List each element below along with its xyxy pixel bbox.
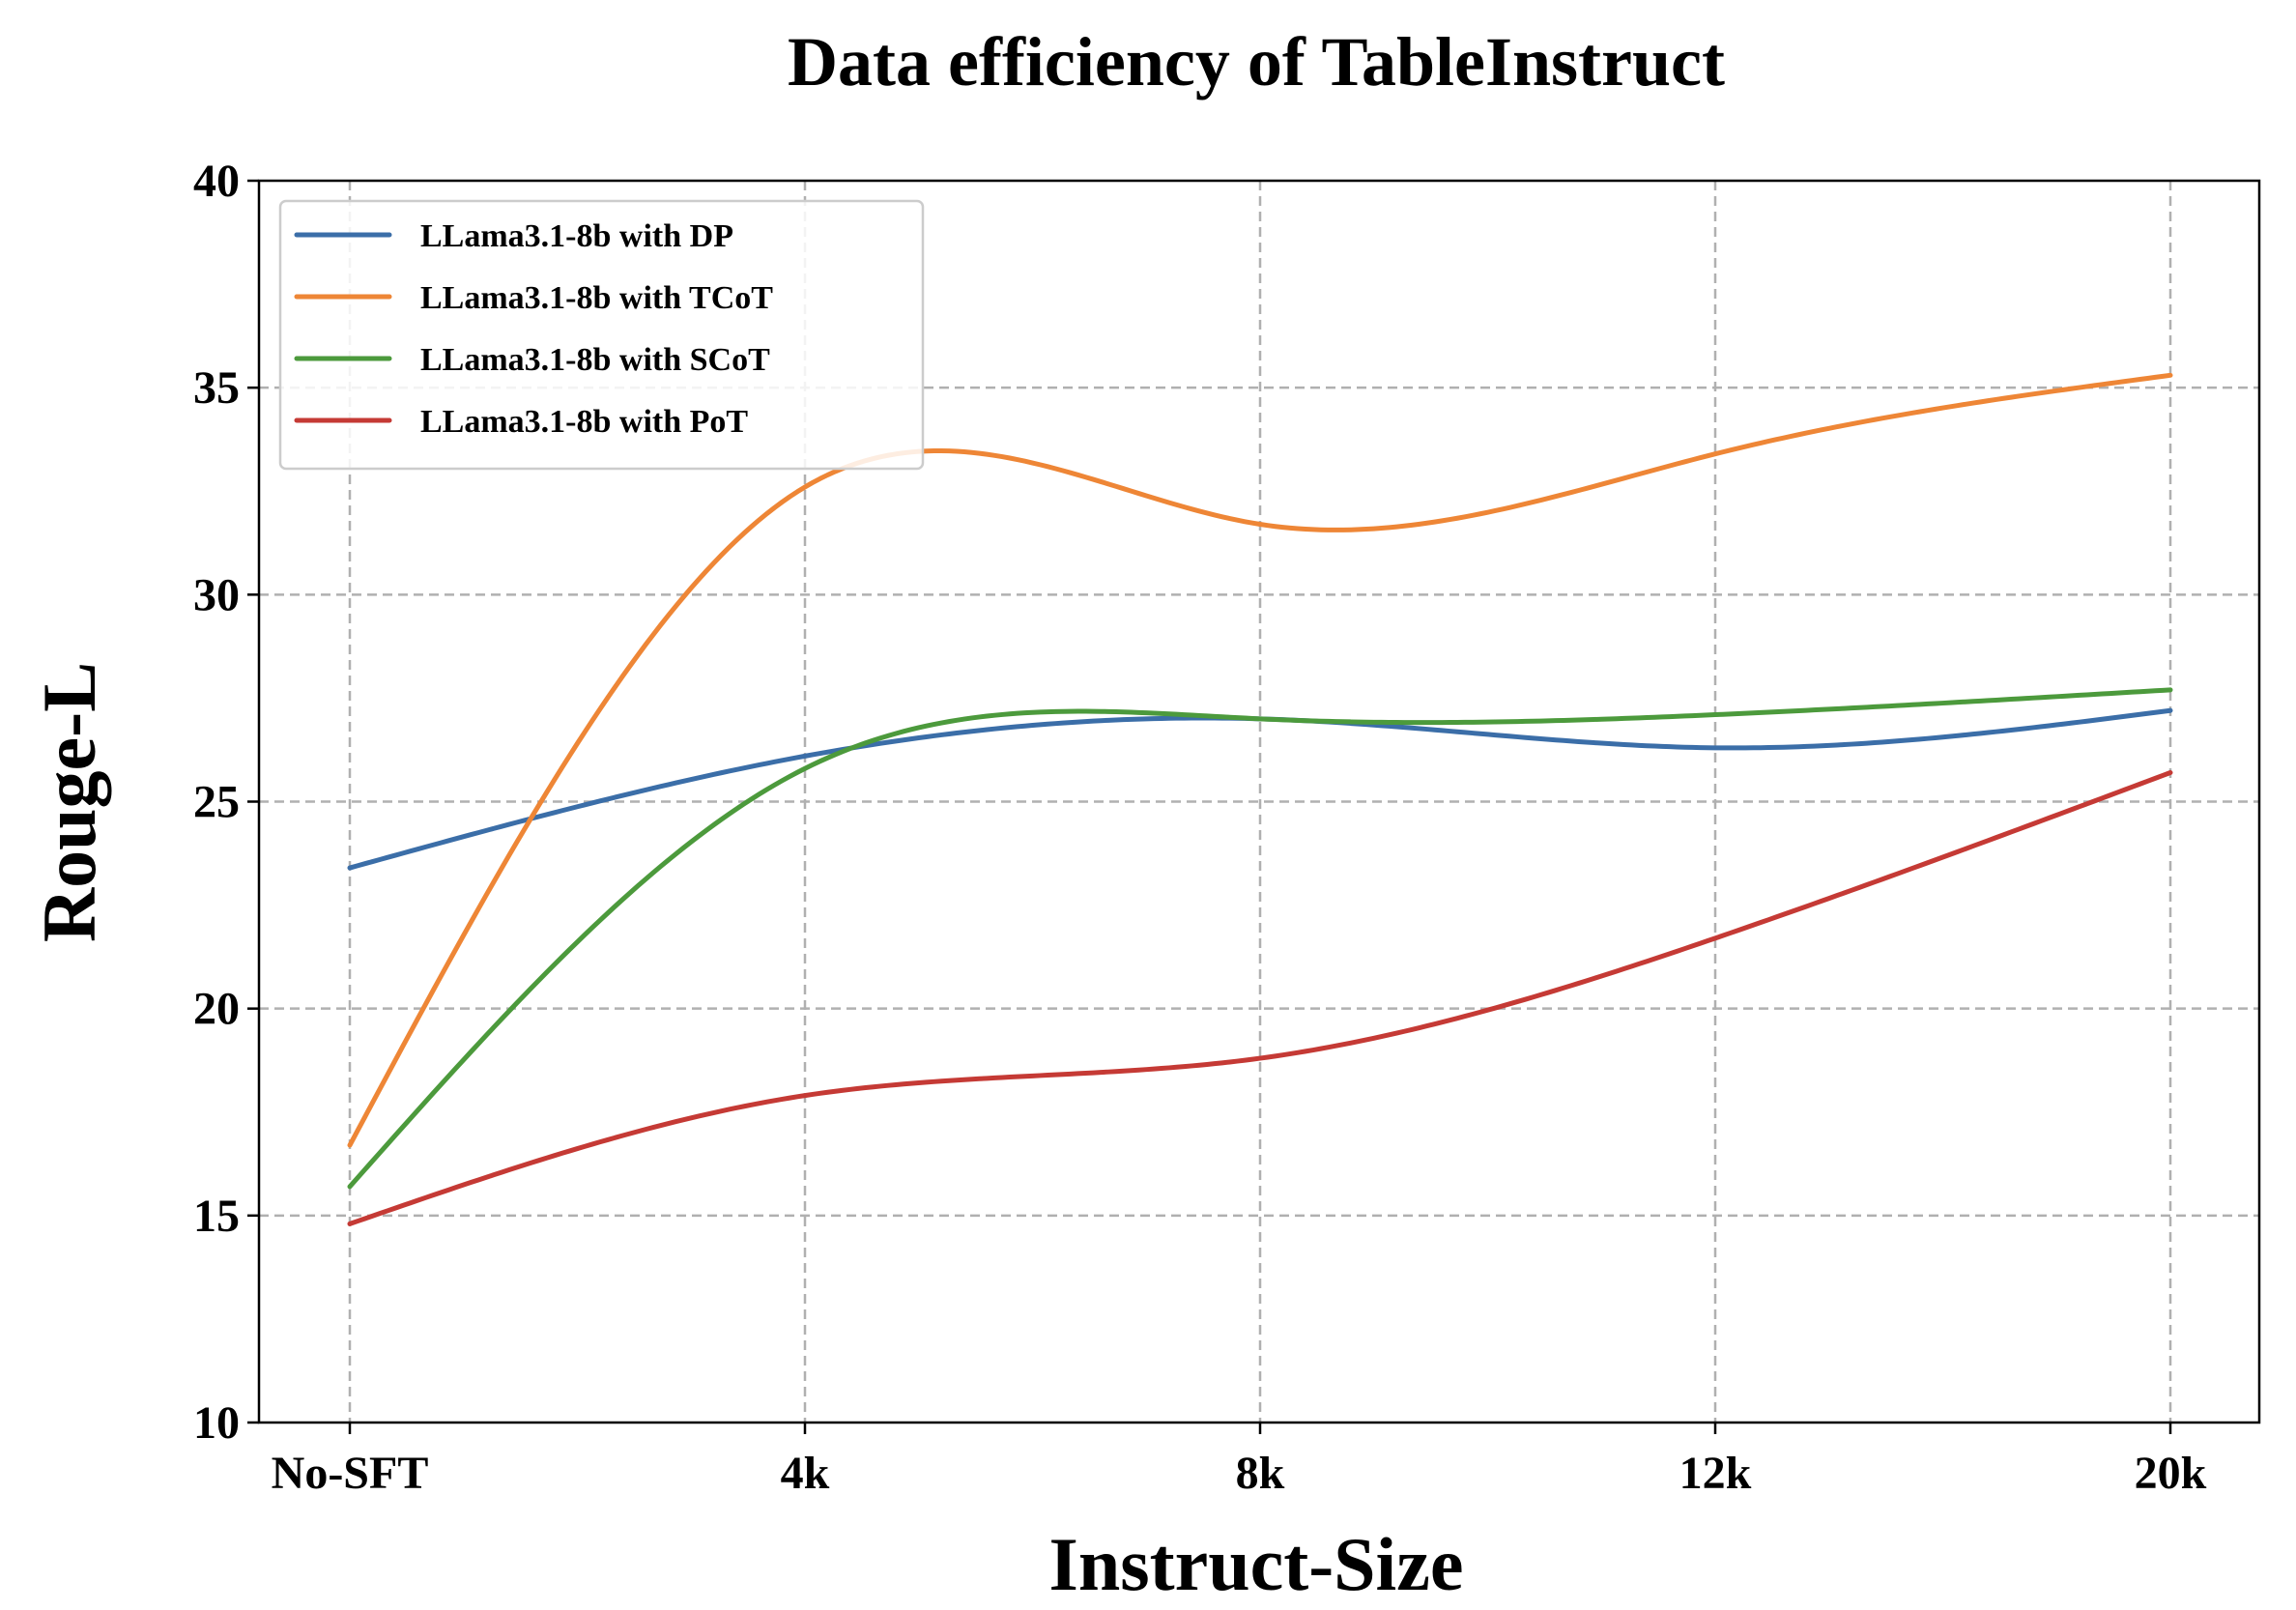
y-tick-label: 10	[193, 1397, 240, 1449]
legend-label: LLama3.1-8b with PoT	[420, 404, 748, 440]
y-tick-label: 40	[193, 156, 240, 207]
x-axis-ticks: No-SFT 4k 8k 12k 20k	[272, 1423, 2207, 1499]
x-tick-label: 12k	[1679, 1448, 1752, 1499]
x-tick-label: 4k	[781, 1448, 830, 1499]
legend-label: LLama3.1-8b with TCoT	[420, 280, 773, 316]
y-tick-label: 35	[193, 362, 240, 414]
y-tick-label: 20	[193, 984, 240, 1035]
series-line-3	[347, 687, 2173, 1190]
x-tick-label: 20k	[2135, 1448, 2207, 1499]
legend-box	[278, 199, 925, 471]
series-line-2	[347, 372, 2173, 1148]
legend: LLama3.1-8b with DP LLama3.1-8b with TCoT…	[278, 199, 925, 471]
y-tick-label: 25	[193, 777, 240, 828]
x-axis-label: Instruct-Size	[1049, 1522, 1464, 1606]
chart-title: Data efficiency of TableInstruct	[788, 23, 1725, 101]
legend-label: LLama3.1-8b with SCoT	[420, 342, 770, 378]
x-tick-label: No-SFT	[272, 1448, 429, 1499]
y-axis-ticks: 10 15 20 25 30 35 40	[193, 156, 259, 1449]
x-tick-label: 8k	[1236, 1448, 1285, 1499]
y-tick-label: 30	[193, 569, 240, 620]
series-layer	[347, 372, 2173, 1226]
y-tick-label: 15	[193, 1191, 240, 1242]
legend-label: LLama3.1-8b with DP	[420, 218, 733, 254]
series-line-4	[347, 770, 2173, 1226]
y-axis-label: Rouge-L	[27, 662, 111, 942]
